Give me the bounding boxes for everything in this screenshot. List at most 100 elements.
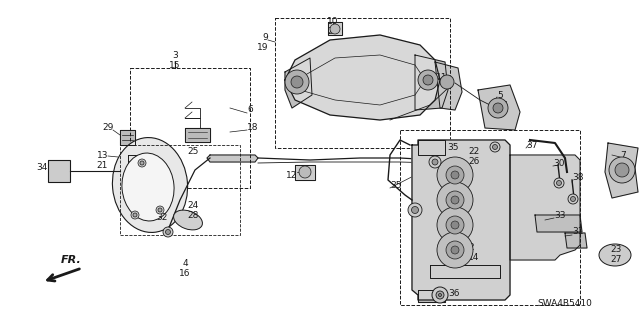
Text: 34: 34 xyxy=(36,162,48,172)
Circle shape xyxy=(437,207,473,243)
Polygon shape xyxy=(418,140,445,155)
Text: 16: 16 xyxy=(179,270,191,278)
Circle shape xyxy=(330,24,340,34)
Bar xyxy=(400,130,580,305)
Circle shape xyxy=(437,157,473,193)
Text: 11: 11 xyxy=(436,73,447,83)
Polygon shape xyxy=(128,155,148,168)
Circle shape xyxy=(609,157,635,183)
Bar xyxy=(275,18,450,148)
Text: 20: 20 xyxy=(327,27,339,36)
Bar xyxy=(48,160,70,182)
Polygon shape xyxy=(605,143,638,198)
Circle shape xyxy=(493,145,497,150)
Text: 12: 12 xyxy=(285,170,297,180)
Circle shape xyxy=(440,75,454,89)
Circle shape xyxy=(451,221,459,229)
Text: 15: 15 xyxy=(169,61,180,70)
Circle shape xyxy=(429,156,441,168)
Polygon shape xyxy=(478,85,520,130)
Text: 35: 35 xyxy=(447,143,458,152)
Circle shape xyxy=(158,208,162,212)
Polygon shape xyxy=(430,265,500,278)
Circle shape xyxy=(446,241,464,259)
Polygon shape xyxy=(435,62,462,110)
Text: 30: 30 xyxy=(553,159,564,167)
Circle shape xyxy=(412,206,419,213)
Text: 26: 26 xyxy=(468,158,479,167)
Circle shape xyxy=(438,293,442,296)
Text: 17: 17 xyxy=(497,100,509,109)
Circle shape xyxy=(488,98,508,118)
Polygon shape xyxy=(185,128,210,142)
Text: 32: 32 xyxy=(157,213,168,222)
Text: 33: 33 xyxy=(554,211,566,219)
Text: 23: 23 xyxy=(610,244,621,254)
Circle shape xyxy=(418,70,438,90)
Circle shape xyxy=(163,227,173,237)
Circle shape xyxy=(133,213,137,217)
Text: 21: 21 xyxy=(97,160,108,169)
Circle shape xyxy=(156,206,164,214)
Text: 14: 14 xyxy=(468,254,479,263)
Ellipse shape xyxy=(122,153,174,221)
Circle shape xyxy=(408,203,422,217)
Circle shape xyxy=(285,70,309,94)
Circle shape xyxy=(446,191,464,209)
Circle shape xyxy=(446,216,464,234)
Ellipse shape xyxy=(173,210,202,230)
Circle shape xyxy=(451,246,459,254)
Text: 2: 2 xyxy=(468,243,474,253)
Text: 31: 31 xyxy=(572,227,584,236)
Polygon shape xyxy=(285,35,440,120)
Text: 36: 36 xyxy=(448,290,460,299)
Text: 8: 8 xyxy=(456,213,461,222)
Text: 10: 10 xyxy=(327,18,339,26)
Circle shape xyxy=(451,196,459,204)
Circle shape xyxy=(446,166,464,184)
Polygon shape xyxy=(328,22,342,35)
Circle shape xyxy=(423,75,433,85)
Text: 35: 35 xyxy=(390,181,401,189)
Circle shape xyxy=(432,287,448,303)
Circle shape xyxy=(570,197,575,202)
Text: 1: 1 xyxy=(456,204,461,212)
Text: 13: 13 xyxy=(97,151,108,160)
Bar xyxy=(120,145,240,235)
Text: SWA4B5410: SWA4B5410 xyxy=(538,300,593,308)
Circle shape xyxy=(490,142,500,152)
Text: 19: 19 xyxy=(257,43,268,53)
Polygon shape xyxy=(285,58,312,108)
Polygon shape xyxy=(207,155,258,162)
Circle shape xyxy=(615,163,629,177)
Polygon shape xyxy=(415,55,448,110)
Text: 22: 22 xyxy=(468,147,479,157)
Polygon shape xyxy=(120,130,135,145)
Circle shape xyxy=(432,159,438,165)
Polygon shape xyxy=(565,233,587,248)
Text: 27: 27 xyxy=(610,255,621,263)
Text: 9: 9 xyxy=(262,33,268,42)
Circle shape xyxy=(568,194,578,204)
Text: 5: 5 xyxy=(497,91,503,100)
Circle shape xyxy=(493,103,503,113)
Circle shape xyxy=(557,181,561,186)
Text: 4: 4 xyxy=(182,259,188,269)
Ellipse shape xyxy=(599,244,631,266)
Circle shape xyxy=(138,159,146,167)
Circle shape xyxy=(436,291,444,299)
Bar xyxy=(130,68,250,188)
Text: 3: 3 xyxy=(172,50,178,60)
Polygon shape xyxy=(295,165,315,180)
Circle shape xyxy=(437,232,473,268)
Text: 38: 38 xyxy=(572,174,584,182)
Polygon shape xyxy=(510,155,580,260)
Text: 7: 7 xyxy=(620,151,626,160)
Circle shape xyxy=(166,229,170,234)
Circle shape xyxy=(437,182,473,218)
Polygon shape xyxy=(418,290,445,302)
Text: 39: 39 xyxy=(456,194,467,203)
Ellipse shape xyxy=(113,137,188,233)
Circle shape xyxy=(131,211,139,219)
Text: 28: 28 xyxy=(188,211,199,220)
